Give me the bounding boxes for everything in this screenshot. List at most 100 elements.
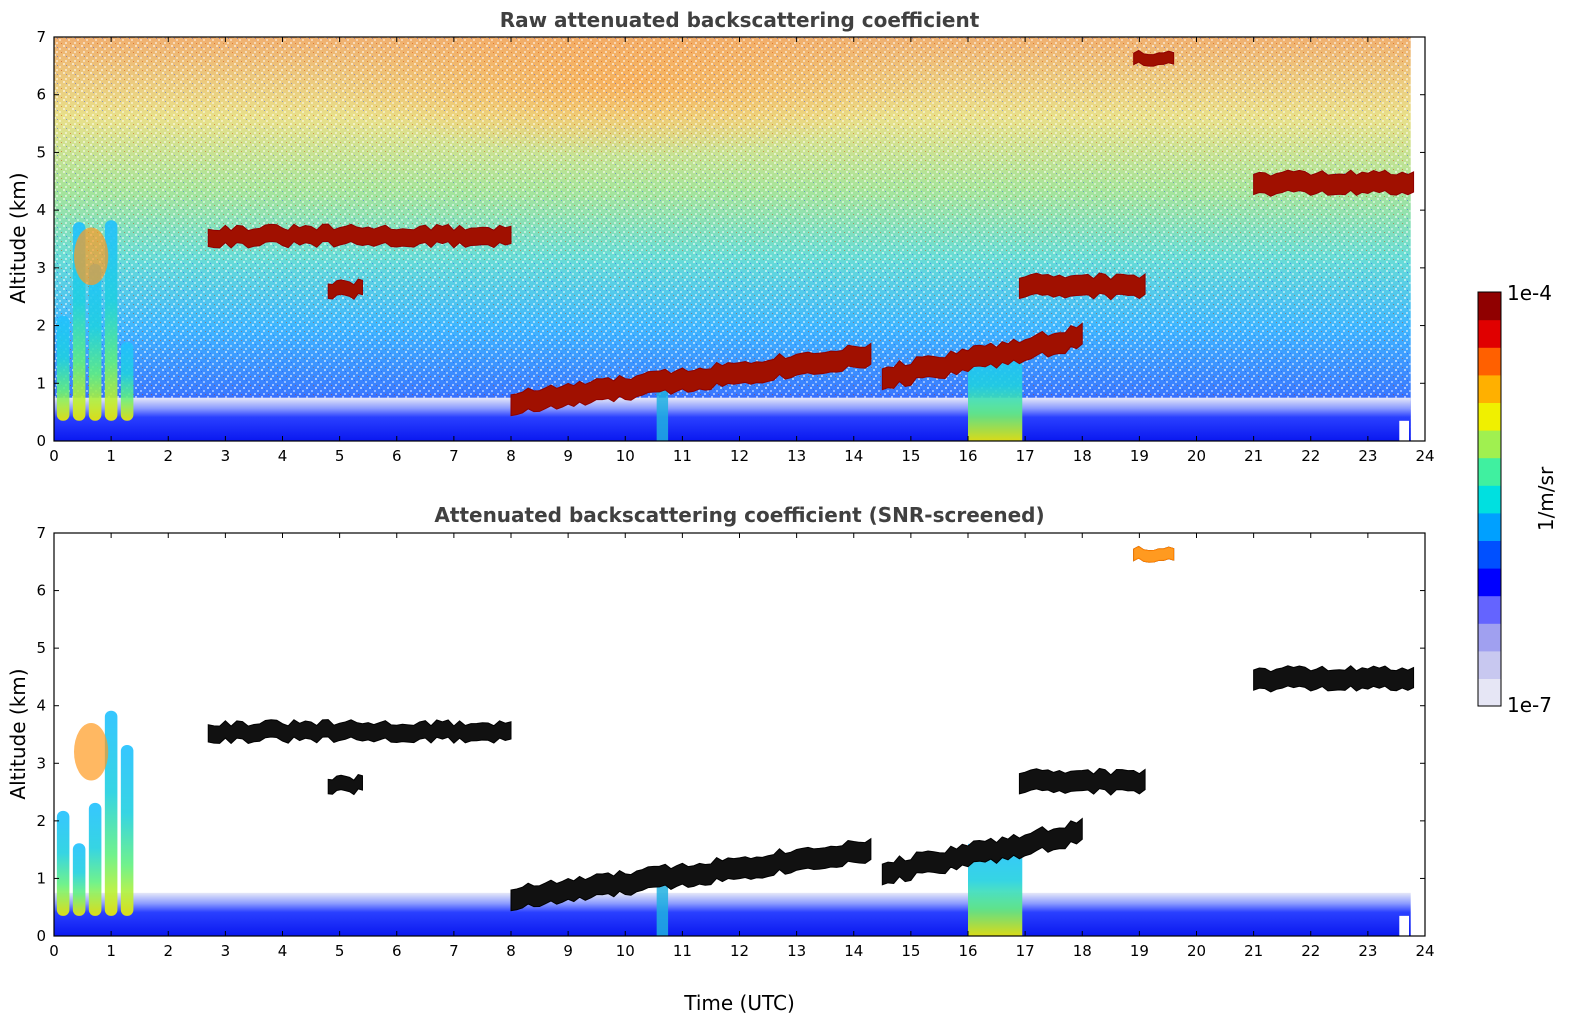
boundary-layer bbox=[54, 397, 1411, 441]
x-tick-label: 16 bbox=[958, 447, 977, 465]
x-tick-label: 4 bbox=[278, 942, 288, 960]
cloud-layer bbox=[1018, 272, 1146, 301]
cloud-layer bbox=[327, 773, 363, 796]
y-tick-label: 6 bbox=[36, 86, 46, 104]
x-tick-label: 6 bbox=[392, 447, 402, 465]
aerosol-plume bbox=[88, 263, 102, 421]
aerosol-plume bbox=[72, 843, 86, 916]
cloud-layer bbox=[881, 817, 1083, 886]
x-tick-label: 1 bbox=[106, 942, 116, 960]
panel-raw: Raw attenuated backscattering coefficien… bbox=[6, 8, 1435, 465]
data-gap bbox=[1399, 420, 1410, 441]
x-tick-label: 12 bbox=[730, 942, 749, 960]
x-tick-label: 14 bbox=[844, 942, 863, 960]
x-tick-label: 8 bbox=[506, 942, 516, 960]
y-tick-label: 7 bbox=[36, 28, 46, 46]
aerosol-plume bbox=[120, 341, 134, 421]
x-axis-label: Time (UTC) bbox=[683, 991, 795, 1015]
x-tick-label: 2 bbox=[163, 942, 173, 960]
x-tick-label: 22 bbox=[1301, 447, 1320, 465]
y-tick-label: 5 bbox=[36, 143, 46, 161]
x-tick-label: 8 bbox=[506, 447, 516, 465]
y-axis-label: Altitude (km) bbox=[6, 172, 30, 303]
cloud-layer bbox=[881, 322, 1083, 391]
cloud-layer bbox=[1253, 665, 1415, 693]
x-tick-label: 7 bbox=[449, 447, 459, 465]
cloud-layer bbox=[510, 342, 872, 417]
x-tick-label: 20 bbox=[1187, 942, 1206, 960]
y-tick-label: 0 bbox=[36, 927, 46, 945]
fall-streak bbox=[656, 884, 669, 936]
x-tick-label: 20 bbox=[1187, 447, 1206, 465]
y-axis-label: Altitude (km) bbox=[6, 668, 30, 799]
panel-screened: Attenuated backscattering coefficient (S… bbox=[6, 503, 1435, 1015]
colorbar-frame bbox=[1477, 291, 1502, 707]
x-tick-label: 18 bbox=[1073, 942, 1092, 960]
cloud-layer bbox=[1133, 49, 1175, 67]
y-tick-label: 3 bbox=[36, 754, 46, 772]
x-tick-label: 11 bbox=[673, 447, 692, 465]
x-tick-label: 0 bbox=[49, 447, 59, 465]
x-tick-label: 12 bbox=[730, 447, 749, 465]
colorbar-scale bbox=[1478, 292, 1501, 707]
cloud-layer bbox=[327, 278, 363, 300]
colorbar-band bbox=[1478, 650, 1501, 679]
y-tick-label: 5 bbox=[36, 639, 46, 657]
x-tick-label: 4 bbox=[278, 447, 288, 465]
colorbar: 1e-4 1e-7 1/m/sr bbox=[1477, 281, 1558, 717]
x-tick-label: 2 bbox=[163, 447, 173, 465]
y-tick-label: 4 bbox=[36, 201, 46, 219]
y-axis: 0 1 2 3 4 5 6 7 bbox=[36, 28, 1425, 450]
x-tick-label: 19 bbox=[1130, 447, 1149, 465]
colorbar-band bbox=[1478, 292, 1501, 321]
data-gap bbox=[1399, 915, 1410, 936]
x-tick-label: 9 bbox=[563, 447, 573, 465]
x-tick-label: 24 bbox=[1415, 447, 1434, 465]
aerosol-plume bbox=[120, 744, 134, 916]
x-tick-label: 10 bbox=[616, 942, 635, 960]
x-tick-label: 19 bbox=[1130, 942, 1149, 960]
x-tick-label: 13 bbox=[787, 942, 806, 960]
x-tick-label: 7 bbox=[449, 942, 459, 960]
colorbar-band bbox=[1478, 540, 1501, 569]
colorbar-max-label: 1e-4 bbox=[1507, 281, 1552, 305]
x-tick-label: 5 bbox=[335, 447, 345, 465]
x-tick-label: 16 bbox=[958, 942, 977, 960]
panel-title: Raw attenuated backscattering coefficien… bbox=[500, 8, 980, 32]
aerosol-plume bbox=[104, 710, 118, 916]
x-tick-label: 5 bbox=[335, 942, 345, 960]
x-tick-label: 11 bbox=[673, 942, 692, 960]
cloud-features bbox=[56, 545, 1415, 936]
colorbar-min-label: 1e-7 bbox=[1507, 693, 1552, 717]
panel-title: Attenuated backscattering coefficient (S… bbox=[434, 503, 1044, 527]
colorbar-band bbox=[1478, 568, 1501, 597]
y-tick-label: 7 bbox=[36, 524, 46, 542]
cloud-layer bbox=[207, 223, 512, 249]
cloud-layer-thin bbox=[1133, 545, 1175, 563]
cloud-layer bbox=[510, 837, 872, 912]
x-tick-label: 23 bbox=[1358, 447, 1377, 465]
x-tick-label: 17 bbox=[1016, 447, 1035, 465]
y-tick-label: 4 bbox=[36, 697, 46, 715]
colorbar-band bbox=[1478, 402, 1501, 431]
y-tick-label: 2 bbox=[36, 812, 46, 830]
x-tick-label: 17 bbox=[1016, 942, 1035, 960]
aerosol-plume bbox=[104, 220, 118, 421]
x-tick-label: 3 bbox=[221, 942, 231, 960]
y-axis: 0 1 2 3 4 5 6 7 bbox=[36, 524, 1425, 945]
colorbar-band bbox=[1478, 512, 1501, 541]
x-tick-label: 13 bbox=[787, 447, 806, 465]
y-tick-label: 1 bbox=[36, 869, 46, 887]
x-axis: 0 1 2 3 4 5 6 7 8 9 10 11 12 13 14 15 16 17 18 19 20 21 22 23 24 bbox=[49, 37, 1435, 465]
colorbar-unit-label: 1/m/sr bbox=[1534, 466, 1558, 531]
x-tick-label: 15 bbox=[901, 942, 920, 960]
y-tick-label: 3 bbox=[36, 259, 46, 277]
x-tick-label: 24 bbox=[1415, 942, 1434, 960]
x-tick-label: 9 bbox=[563, 942, 573, 960]
colorbar-band bbox=[1478, 430, 1501, 459]
y-tick-label: 0 bbox=[36, 432, 46, 450]
x-tick-label: 21 bbox=[1244, 942, 1263, 960]
fall-streak bbox=[656, 389, 669, 441]
x-tick-label: 15 bbox=[901, 447, 920, 465]
x-tick-label: 10 bbox=[616, 447, 635, 465]
